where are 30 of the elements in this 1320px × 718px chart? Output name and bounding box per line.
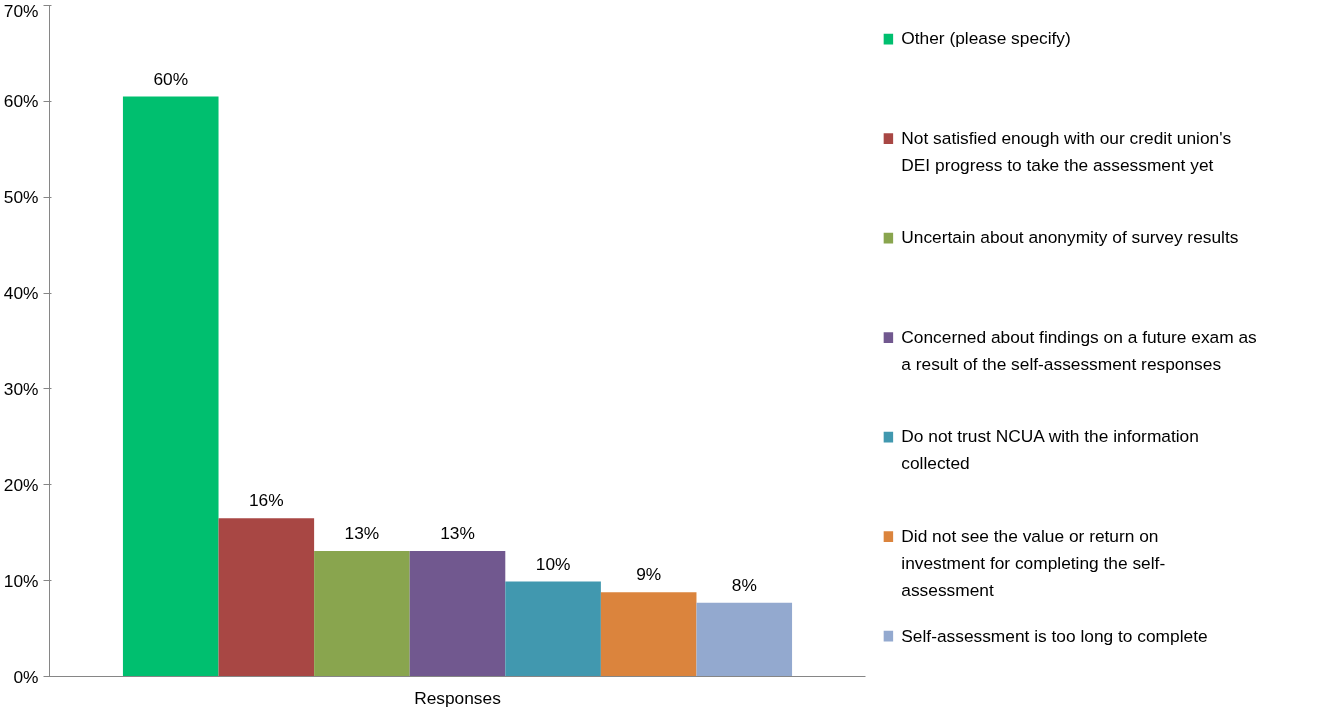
data-label: 13% xyxy=(440,522,475,543)
y-tick-label: 60% xyxy=(3,91,39,112)
bar xyxy=(505,581,601,677)
bar xyxy=(696,602,793,677)
data-label: 60% xyxy=(153,68,189,89)
data-label: 13% xyxy=(344,522,380,543)
data-label: 16% xyxy=(248,490,284,511)
legend-label: Did not see the value or return on investment for completing the self-assessment xyxy=(901,525,1166,600)
y-tick-label: 0% xyxy=(13,666,39,687)
legend-label: Concerned about findings on a future exam as a result of the self-assessment responses xyxy=(901,326,1258,374)
data-label: 8% xyxy=(731,574,757,595)
y-tick-label: 20% xyxy=(3,474,39,495)
legend-label: Other (please specify) xyxy=(901,28,1071,49)
legend-label: Not satisfied enough with our credit union's DEI progress to take the assessment yet xyxy=(901,127,1232,175)
bar xyxy=(122,96,219,677)
data-label: 10% xyxy=(535,553,571,574)
y-tick-label: 40% xyxy=(3,283,39,304)
bar xyxy=(218,518,315,677)
legend-label: Uncertain about anonymity of survey results xyxy=(901,227,1239,248)
x-tick-label: Responses xyxy=(414,687,502,708)
y-tick-label: 70% xyxy=(3,0,39,21)
legend-label: Do not trust NCUA with the information collected xyxy=(901,426,1199,474)
bar xyxy=(314,550,410,677)
legend-label: Self-assessment is too long to complete xyxy=(901,625,1208,646)
data-label: 9% xyxy=(636,564,662,585)
y-tick-label: 10% xyxy=(3,570,39,591)
bar xyxy=(600,592,697,677)
y-tick-label: 50% xyxy=(3,187,39,208)
bar xyxy=(409,550,506,677)
y-tick-label: 30% xyxy=(3,378,39,399)
